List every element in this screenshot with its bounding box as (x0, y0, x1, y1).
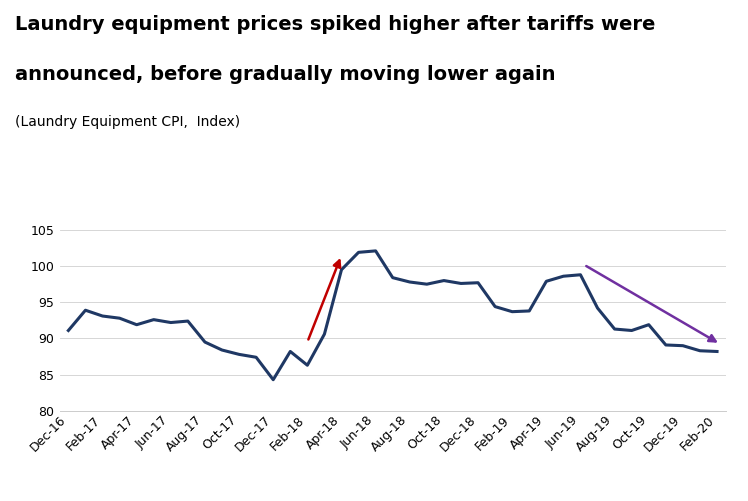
Text: (Laundry Equipment CPI,  Index): (Laundry Equipment CPI, Index) (15, 115, 240, 129)
Text: Laundry equipment prices spiked higher after tariffs were: Laundry equipment prices spiked higher a… (15, 15, 655, 34)
Text: announced, before gradually moving lower again: announced, before gradually moving lower… (15, 65, 556, 84)
